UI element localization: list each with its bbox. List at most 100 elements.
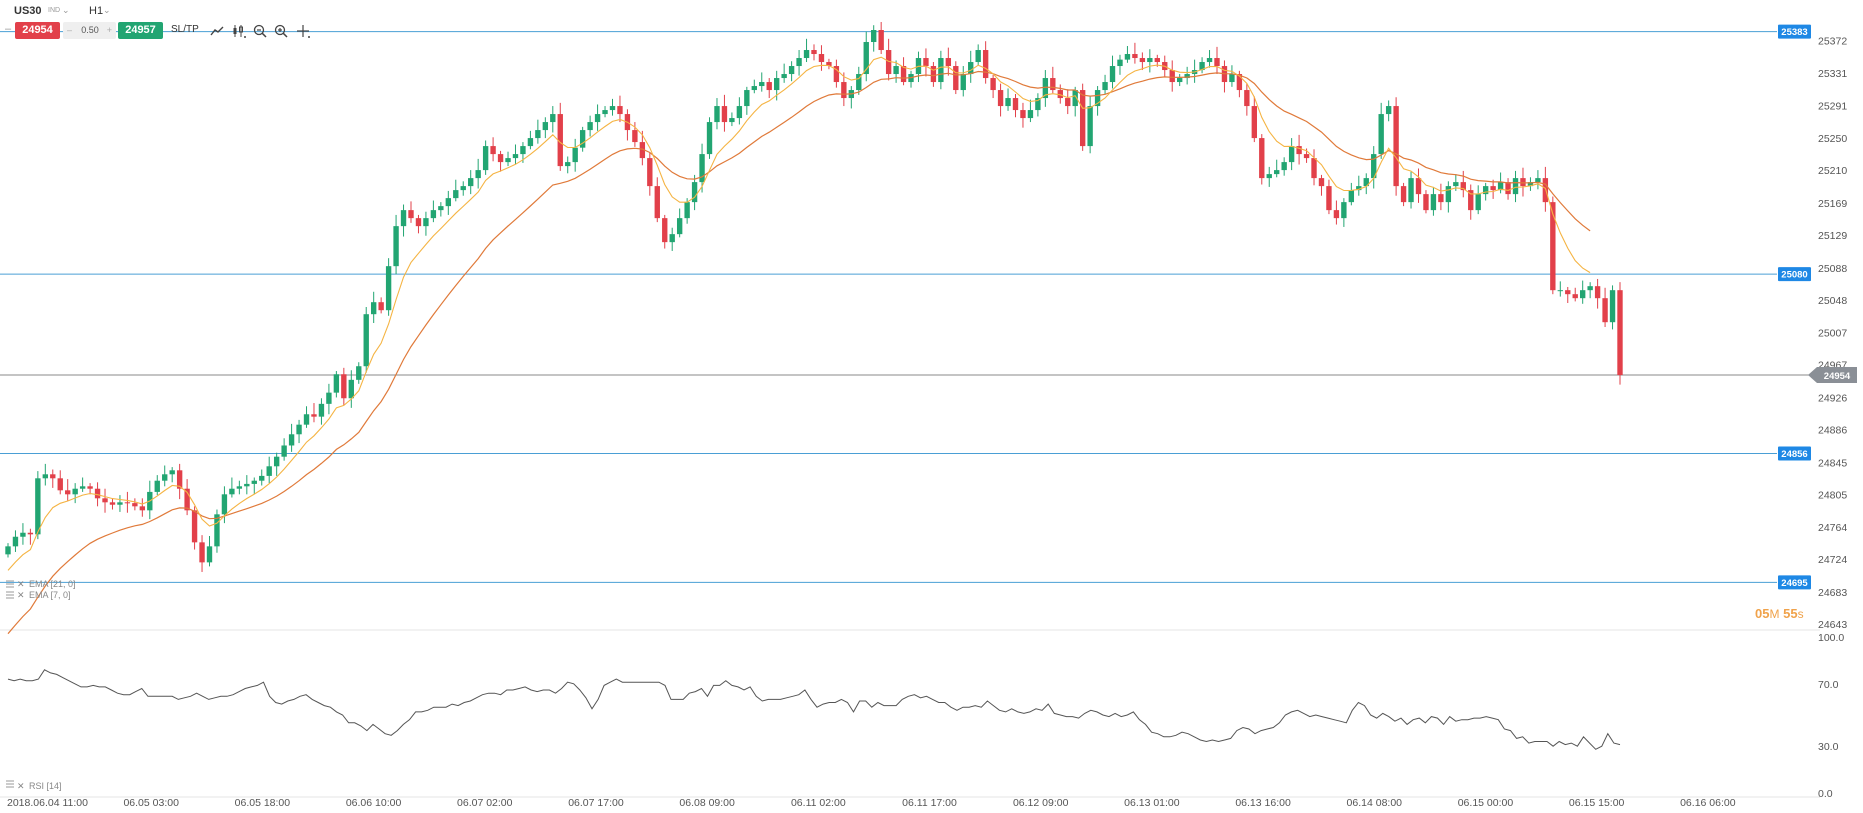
candle-body-133 [997, 90, 1004, 107]
candle-body-39 [296, 424, 302, 435]
crosshair-icon[interactable] [295, 23, 311, 39]
rsi-remove-icon: ✕ [17, 781, 25, 791]
candle-body-18 [139, 506, 146, 511]
candle-body-98 [736, 106, 743, 119]
volume-increase-icon[interactable]: + [106, 25, 112, 35]
candle-body-47 [356, 366, 362, 380]
x-tick-label-14: 06.15 15:00 [1569, 797, 1625, 809]
hline-badge-label-3: 24695 [1781, 578, 1808, 589]
candles-icon[interactable] [231, 23, 247, 39]
candle-body-42 [318, 403, 325, 417]
candle-body-55 [415, 218, 422, 227]
candle-body-7 [57, 478, 63, 491]
timer-minutes: 05 [1755, 606, 1770, 621]
timeframe-dropdown-icon[interactable]: ⌄ [103, 5, 111, 15]
y-tick-label-0: 25372 [1818, 35, 1847, 47]
candle-body-136 [1020, 110, 1026, 119]
sltp-button[interactable]: SL/TP [171, 24, 199, 35]
x-tick-label-0: 2018.06.04 11:00 [7, 797, 88, 809]
x-tick-label-13: 06.15 00:00 [1458, 797, 1514, 809]
chart-toolbar: US30 IND ⌄ H1 ⌄ – 24954 – 0.50 + 24957 S… [0, 0, 780, 40]
candle-body-175 [1311, 158, 1317, 179]
candle-body-166 [1244, 90, 1250, 107]
timer-minutes-unit: M [1769, 607, 1780, 621]
volume-value[interactable]: 0.50 [81, 25, 99, 35]
candle-body-181 [1356, 186, 1362, 191]
candle-body-111 [833, 66, 840, 83]
candle-body-104 [781, 74, 787, 79]
candle-body-56 [423, 218, 429, 227]
buy-button[interactable]: 24957 [118, 22, 163, 39]
y-tick-label-18: 24643 [1818, 619, 1847, 631]
candle-body-167 [1251, 106, 1258, 139]
candle-body-131 [982, 50, 989, 79]
candle-body-127 [953, 66, 959, 91]
candle-body-9 [72, 488, 78, 495]
candle-body-120 [900, 66, 907, 83]
candle-body-44 [333, 374, 340, 393]
candle-body-29 [221, 494, 228, 515]
candle-body-165 [1236, 74, 1243, 91]
candle-body-74 [557, 114, 563, 167]
y-tick-label-5: 25169 [1818, 198, 1847, 210]
timeframe-selector[interactable]: H1 [89, 5, 104, 17]
candle-body-93 [699, 154, 705, 183]
candle-body-86 [647, 158, 653, 187]
candle-body-128 [960, 74, 966, 91]
candle-body-24 [184, 488, 190, 511]
candle-body-207 [1550, 202, 1556, 291]
y-tick-label-11: 24926 [1818, 392, 1847, 404]
candle-body-195 [1460, 182, 1466, 191]
legend-remove-icon-1: ✕ [17, 590, 25, 600]
line-chart-icon[interactable] [209, 23, 225, 39]
candle-body-2 [20, 532, 26, 537]
candle-body-91 [684, 202, 690, 219]
candle-body-64 [482, 146, 489, 171]
candle-body-46 [348, 379, 354, 399]
symbol-label[interactable]: US30 [14, 5, 42, 17]
candle-body-96 [721, 106, 728, 123]
candle-body-125 [938, 58, 944, 83]
legend-label-1: EMA [7, 0] [29, 590, 71, 600]
hline-badge-2 [1778, 446, 1811, 461]
candle-body-3 [27, 532, 34, 535]
candle-body-198 [1482, 186, 1489, 195]
candle-body-30 [229, 488, 235, 495]
candle-body-141 [1057, 90, 1063, 99]
candle-body-21 [162, 474, 168, 481]
volume-decrease-icon[interactable]: – [67, 25, 73, 35]
candle-body-107 [803, 50, 810, 59]
x-tick-label-4: 06.07 02:00 [457, 797, 513, 809]
zoom-out-icon[interactable] [252, 23, 268, 39]
candle-body-33 [251, 480, 257, 484]
symbol-dropdown-icon[interactable]: ⌄ [62, 5, 70, 15]
candle-body-11 [87, 486, 93, 489]
candle-body-32 [244, 483, 250, 487]
y-tick-label-13: 24845 [1818, 457, 1847, 469]
candle-body-214 [1602, 298, 1608, 323]
candle-body-52 [393, 226, 399, 267]
candle-body-169 [1266, 174, 1272, 179]
volume-stepper[interactable]: – 0.50 + [63, 22, 116, 39]
candle-body-51 [385, 266, 392, 311]
candle-body-71 [535, 130, 541, 139]
zoom-in-icon[interactable] [273, 23, 289, 39]
candle-body-48 [363, 314, 369, 367]
candle-body-109 [818, 54, 825, 63]
candle-body-212 [1587, 286, 1593, 291]
x-tick-label-15: 06.16 06:00 [1680, 797, 1736, 809]
x-tick-label-9: 06.12 09:00 [1013, 797, 1069, 809]
candle-body-204 [1527, 182, 1534, 187]
collapse-icon[interactable]: – [5, 23, 12, 35]
y-tick-label-17: 24683 [1818, 587, 1847, 599]
candle-body-183 [1371, 154, 1377, 179]
sell-button[interactable]: 24954 [15, 22, 60, 39]
candle-body-170 [1274, 170, 1280, 175]
candle-body-194 [1453, 182, 1459, 187]
candle-body-20 [154, 480, 160, 492]
candle-body-63 [475, 170, 481, 179]
candle-body-215 [1609, 290, 1616, 323]
candle-body-199 [1490, 186, 1496, 191]
candle-body-187 [1400, 186, 1407, 203]
